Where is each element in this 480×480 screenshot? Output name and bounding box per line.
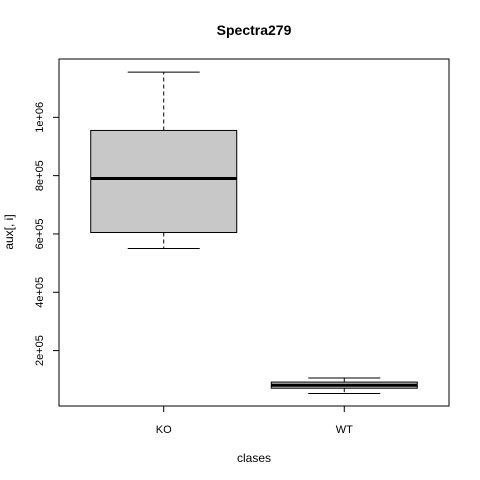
y-tick-label: 8e+05: [34, 160, 46, 191]
boxes-layer: [90, 71, 418, 394]
y-tick-label: 6e+05: [34, 219, 46, 250]
y-tick-label: 2e+05: [34, 335, 46, 366]
chart-title: Spectra279: [217, 22, 292, 38]
y-tick-label: 1e+06: [34, 102, 46, 133]
y-axis: 2e+05 4e+05 6e+05 8e+05 1e+06: [34, 102, 60, 366]
x-axis-label: clases: [237, 451, 271, 465]
x-tick-label: KO: [156, 424, 172, 436]
y-axis-label: aux[, i]: [2, 214, 16, 249]
y-tick-label: 4e+05: [34, 277, 46, 308]
box-wt: [270, 377, 418, 394]
x-axis: KO WT: [156, 405, 353, 436]
box-ko: [90, 71, 238, 250]
x-tick-label: WT: [336, 424, 353, 436]
box-rect-ko: [90, 129, 238, 233]
